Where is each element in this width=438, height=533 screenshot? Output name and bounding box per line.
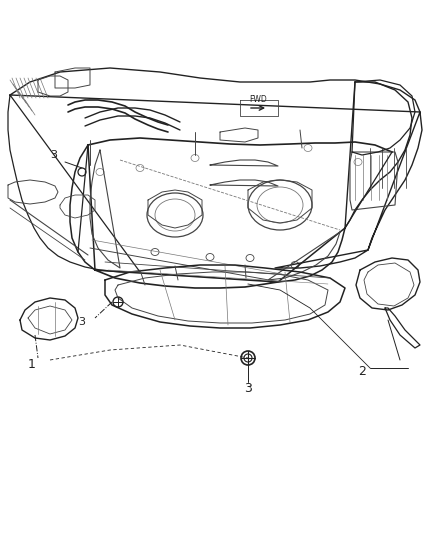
Text: FWD: FWD — [249, 95, 267, 104]
Text: 3: 3 — [244, 382, 252, 395]
Text: 2: 2 — [358, 365, 366, 378]
Text: 3: 3 — [78, 317, 85, 327]
Text: 3: 3 — [50, 150, 57, 160]
Text: 1: 1 — [28, 358, 36, 371]
